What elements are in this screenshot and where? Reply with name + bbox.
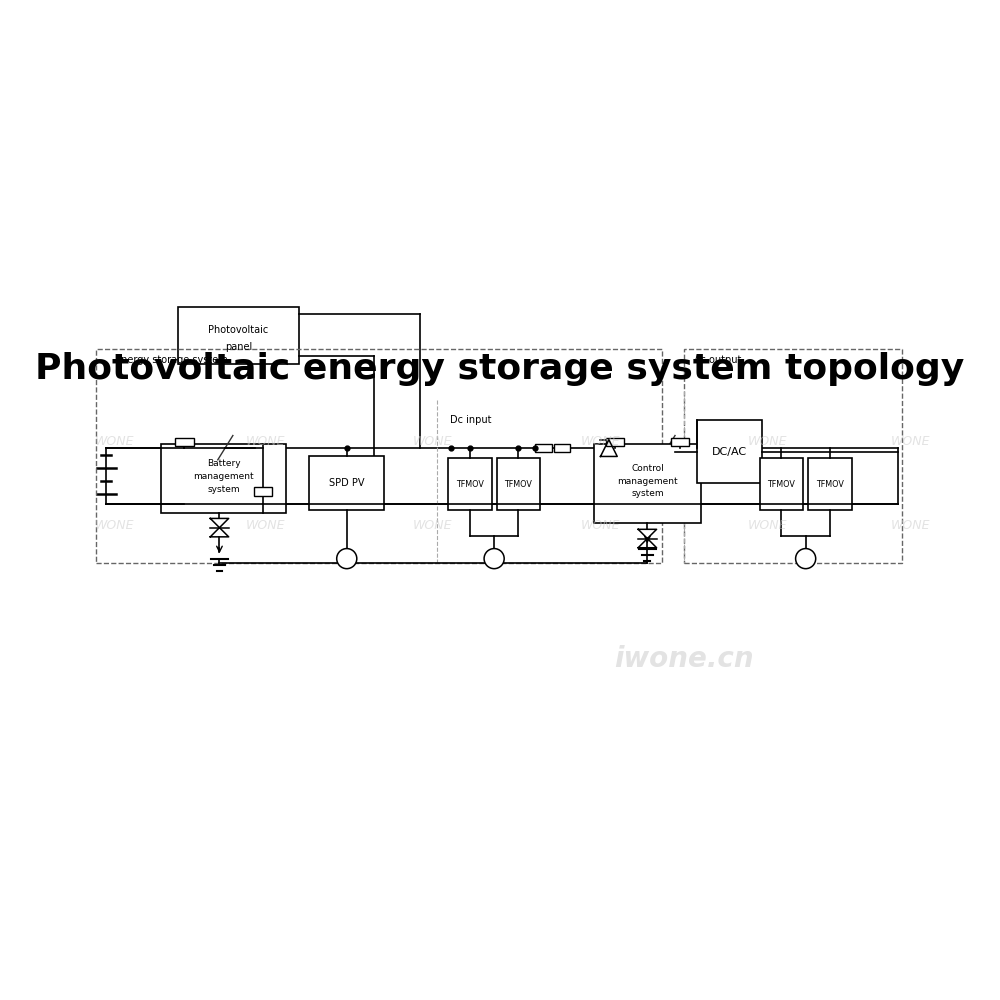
Bar — [808, 458, 852, 510]
Text: WONE: WONE — [413, 519, 453, 532]
Text: WONE: WONE — [95, 519, 135, 532]
Text: TFMOV: TFMOV — [816, 480, 844, 489]
Bar — [554, 444, 570, 452]
Bar — [606, 438, 624, 446]
Bar — [178, 307, 299, 364]
Text: WONE: WONE — [246, 435, 285, 448]
Text: WONE: WONE — [413, 435, 453, 448]
Bar — [96, 349, 662, 563]
Bar — [448, 458, 492, 510]
Bar — [594, 444, 701, 523]
Text: iwone.cn: iwone.cn — [614, 645, 754, 673]
Text: WONE: WONE — [748, 435, 788, 448]
Text: Control: Control — [631, 464, 664, 473]
Bar — [254, 487, 272, 496]
Text: WONE: WONE — [748, 519, 788, 532]
Text: DC/AC: DC/AC — [712, 447, 747, 457]
Bar — [497, 458, 540, 510]
Text: WONE: WONE — [246, 519, 285, 532]
Circle shape — [337, 549, 357, 569]
Bar — [535, 444, 552, 452]
Bar — [309, 456, 384, 510]
Text: WONE: WONE — [891, 435, 930, 448]
Circle shape — [484, 549, 504, 569]
Text: TFMOV: TFMOV — [456, 480, 484, 489]
Text: management: management — [193, 472, 254, 481]
Text: TFMOV: TFMOV — [504, 480, 532, 489]
Text: SPD PV: SPD PV — [329, 478, 365, 488]
Bar — [161, 444, 286, 513]
Text: Ac output: Ac output — [694, 355, 742, 365]
Text: Dc input: Dc input — [450, 415, 491, 425]
Text: panel: panel — [225, 342, 252, 352]
Text: system: system — [207, 485, 240, 494]
Text: WONE: WONE — [581, 519, 620, 532]
Text: Photovoltaic: Photovoltaic — [208, 325, 268, 335]
Bar — [760, 458, 803, 510]
Text: WONE: WONE — [581, 435, 620, 448]
Text: WONE: WONE — [95, 435, 135, 448]
Text: management: management — [617, 477, 678, 486]
Circle shape — [796, 549, 816, 569]
Bar — [697, 420, 762, 483]
Text: TFMOV: TFMOV — [767, 480, 795, 489]
Text: Energy storage system: Energy storage system — [115, 355, 228, 365]
Bar — [175, 438, 194, 446]
Text: Photovoltaic energy storage system topology: Photovoltaic energy storage system topol… — [35, 352, 965, 386]
Text: WONE: WONE — [891, 519, 930, 532]
Text: Battery: Battery — [207, 459, 240, 468]
Text: system: system — [631, 489, 664, 498]
Bar — [671, 438, 689, 446]
Bar — [684, 349, 902, 563]
